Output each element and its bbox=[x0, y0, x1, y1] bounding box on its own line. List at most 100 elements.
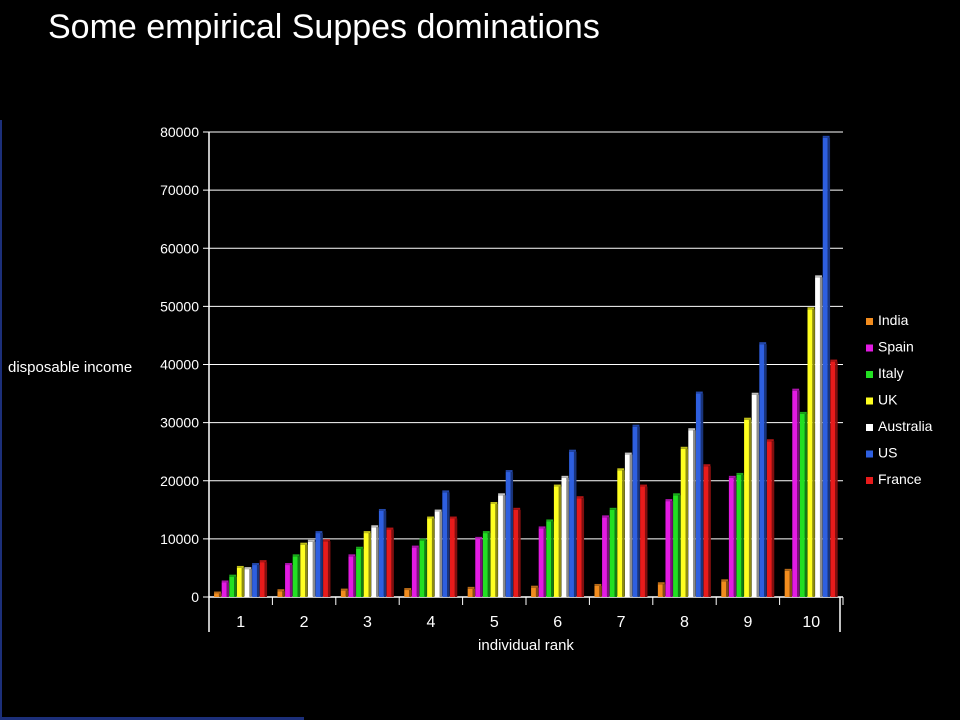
bar-top-uk bbox=[300, 542, 308, 545]
bar-side-india bbox=[218, 593, 222, 597]
x-axis-label: individual rank bbox=[478, 637, 574, 654]
bar-top-france bbox=[766, 439, 774, 442]
bar-side-us bbox=[447, 492, 450, 597]
bar-side-france bbox=[391, 529, 394, 597]
slide-title: Some empirical Suppes dominations bbox=[48, 8, 600, 46]
bar-side-uk bbox=[622, 470, 625, 597]
x-tick-label: 8 bbox=[680, 614, 689, 631]
bar-india bbox=[214, 593, 219, 597]
y-tick-label: 70000 bbox=[160, 182, 199, 198]
bar-us bbox=[695, 393, 701, 597]
legend-swatch bbox=[866, 450, 873, 458]
bar-top-us bbox=[378, 508, 386, 511]
bar-india bbox=[467, 588, 473, 597]
bar-australia bbox=[307, 541, 313, 597]
bar-side-us bbox=[700, 393, 704, 597]
bar-side-italy bbox=[551, 521, 554, 597]
bar-top-france bbox=[830, 359, 838, 362]
bar-australia bbox=[624, 454, 630, 597]
bar-side-italy bbox=[804, 413, 808, 597]
bar-top-us bbox=[759, 342, 767, 345]
bar-top-india bbox=[404, 588, 412, 591]
bar-top-india bbox=[531, 585, 538, 588]
x-tick-label: 2 bbox=[300, 614, 309, 631]
legend-label: Italy bbox=[878, 365, 904, 381]
bar-side-uk bbox=[368, 533, 372, 597]
legend-swatch bbox=[866, 477, 873, 484]
bar-france bbox=[766, 441, 772, 597]
bar-top-spain bbox=[665, 499, 673, 502]
bar-australia bbox=[688, 430, 694, 597]
bar-australia bbox=[815, 277, 820, 597]
bar-spain bbox=[411, 547, 417, 597]
bar-side-france bbox=[708, 466, 711, 597]
bar-top-spain bbox=[285, 563, 292, 566]
bar-top-spain bbox=[475, 536, 483, 539]
bar-top-uk bbox=[617, 468, 625, 471]
bar-side-italy bbox=[424, 540, 427, 597]
bar-australia bbox=[498, 495, 503, 597]
bar-australia bbox=[371, 527, 377, 597]
bar-italy bbox=[482, 533, 488, 597]
bar-side-spain bbox=[543, 528, 547, 597]
bar-side-india bbox=[282, 591, 285, 597]
bar-top-spain bbox=[348, 554, 356, 557]
bar-top-us bbox=[695, 391, 703, 394]
x-tick-label: 3 bbox=[363, 614, 372, 631]
bar-side-us bbox=[383, 510, 387, 597]
bar-side-italy bbox=[614, 509, 618, 597]
bar-france bbox=[513, 509, 519, 597]
bar-top-us bbox=[315, 531, 323, 534]
y-tick-label: 0 bbox=[191, 589, 199, 605]
bar-uk bbox=[427, 518, 432, 597]
bar-top-italy bbox=[799, 411, 807, 414]
bar-us bbox=[315, 533, 321, 597]
bar-top-uk bbox=[363, 531, 371, 534]
bar-side-france bbox=[771, 441, 775, 597]
bar-side-uk bbox=[558, 486, 562, 597]
y-tick-label: 40000 bbox=[160, 357, 199, 373]
y-tick-label: 50000 bbox=[160, 298, 199, 314]
bar-top-australia bbox=[498, 493, 505, 496]
bar-us bbox=[252, 565, 257, 597]
bar-top-us bbox=[822, 135, 830, 138]
bar-top-australia bbox=[244, 567, 252, 570]
bar-top-france bbox=[640, 484, 647, 487]
bar-us bbox=[569, 451, 574, 597]
legend: India Spain Italy UK Australia US France bbox=[866, 312, 933, 487]
bar-top-india bbox=[340, 588, 348, 591]
bar-side-france bbox=[454, 518, 458, 597]
bar-top-india bbox=[214, 591, 221, 594]
bar-side-italy bbox=[741, 474, 744, 597]
bar-italy bbox=[736, 474, 742, 597]
bar-india bbox=[531, 587, 536, 597]
bar-side-spain bbox=[416, 547, 420, 597]
bar-side-italy bbox=[677, 495, 681, 597]
bar-side-spain bbox=[733, 477, 737, 597]
bar-side-france bbox=[327, 541, 331, 597]
bar-top-us bbox=[632, 424, 640, 427]
bar-spain bbox=[348, 556, 354, 597]
bar-us bbox=[442, 492, 448, 597]
bar-australia bbox=[434, 511, 440, 597]
bar-top-india bbox=[657, 582, 665, 585]
bar-top-spain bbox=[602, 515, 609, 518]
bar-italy bbox=[229, 576, 235, 597]
bar-top-italy bbox=[229, 574, 237, 577]
bar-spain bbox=[792, 390, 798, 597]
bar-spain bbox=[221, 582, 227, 597]
bar-spain bbox=[602, 517, 607, 597]
bar-side-spain bbox=[480, 538, 483, 597]
bar-spain bbox=[665, 501, 671, 597]
x-tick-label: 9 bbox=[743, 614, 752, 631]
bar-top-italy bbox=[736, 472, 744, 475]
bar-side-us bbox=[510, 472, 514, 597]
bar-side-france bbox=[264, 562, 268, 597]
legend-label: France bbox=[878, 471, 922, 487]
x-tick-label: 4 bbox=[426, 614, 435, 631]
bar-uk bbox=[807, 309, 813, 597]
x-tick-label: 5 bbox=[490, 614, 499, 631]
y-tick-label: 30000 bbox=[160, 415, 199, 431]
bar-top-us bbox=[569, 449, 576, 452]
bar-top-australia bbox=[815, 275, 822, 278]
